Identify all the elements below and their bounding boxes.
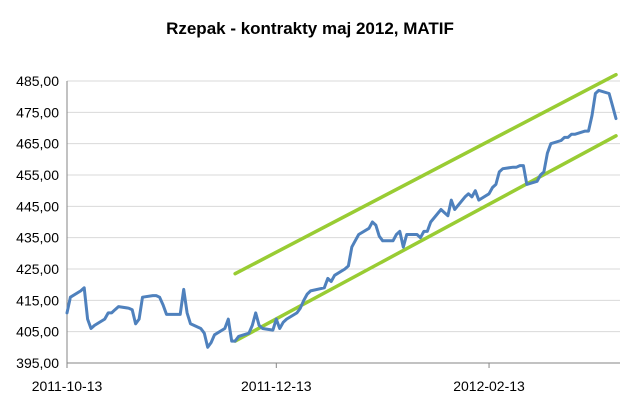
y-tick-label: 475,00 xyxy=(16,104,59,120)
y-tick-label: 465,00 xyxy=(16,136,59,152)
gridlines xyxy=(67,80,620,333)
x-tick-label: 2011-12-13 xyxy=(241,378,312,394)
y-tick-label: 395,00 xyxy=(16,355,59,371)
price-series xyxy=(65,88,618,349)
y-tick-label: 425,00 xyxy=(16,261,59,277)
y-tick-label: 485,00 xyxy=(16,73,59,89)
y-tick-label: 455,00 xyxy=(16,167,59,183)
y-tick-label: 435,00 xyxy=(16,230,59,246)
trend-channel xyxy=(233,72,618,343)
chart-title: Rzepak - kontrakty maj 2012, MATIF xyxy=(166,19,454,38)
y-tick-label: 445,00 xyxy=(16,198,59,214)
axes xyxy=(66,81,620,368)
x-axis-tick-labels: 2011-10-13 2011-12-13 2012-02-13 xyxy=(32,378,525,394)
x-tick-label: 2011-10-13 xyxy=(32,378,103,394)
y-tick-label: 405,00 xyxy=(16,324,59,340)
trend-channel-line xyxy=(233,72,618,276)
series-line xyxy=(65,88,618,349)
trend-channel-line xyxy=(233,134,618,343)
y-axis-tick-labels: 395,00 405,00 415,00 425,00 435,00 445,00 455,… xyxy=(16,73,59,371)
y-tick-label: 415,00 xyxy=(16,292,59,308)
x-tick-label: 2012-02-13 xyxy=(453,378,525,394)
